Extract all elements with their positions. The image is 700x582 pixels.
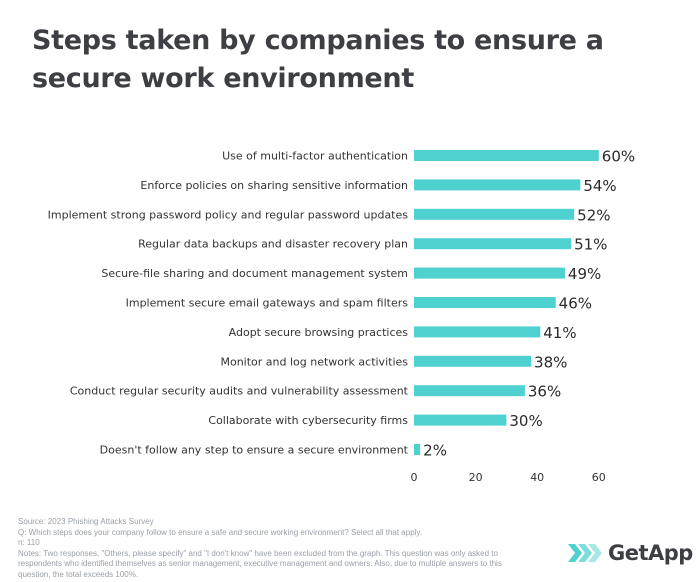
getapp-chevron-icon	[568, 544, 602, 562]
value-label: 46%	[559, 295, 592, 313]
category-label: Monitor and log network activities	[220, 355, 408, 368]
question-note: Q: Which steps does your company follow …	[18, 527, 423, 537]
category-label: Adopt secure browsing practices	[229, 326, 409, 339]
value-label: 49%	[568, 265, 601, 283]
x-tick-label: 40	[530, 471, 544, 484]
getapp-logo: GetApp	[568, 540, 693, 566]
category-label: Enforce policies on sharing sensitive in…	[140, 179, 408, 192]
x-tick-label: 60	[592, 471, 606, 484]
category-label: Implement strong password policy and reg…	[48, 208, 409, 221]
value-label: 38%	[534, 353, 567, 371]
bar	[414, 326, 541, 338]
value-label: 36%	[528, 383, 561, 401]
category-label: Conduct regular security audits and vuln…	[70, 385, 409, 398]
bar	[414, 385, 525, 397]
x-tick-label: 20	[469, 471, 483, 484]
getapp-logo-text: GetApp	[608, 541, 693, 565]
value-label: 41%	[543, 324, 576, 342]
value-label: 2%	[423, 442, 447, 460]
category-label: Regular data backups and disaster recove…	[138, 238, 408, 251]
category-label: Implement secure email gateways and spam…	[126, 297, 409, 310]
bar	[414, 179, 581, 191]
bar	[414, 414, 507, 426]
bar	[414, 208, 575, 220]
value-label: 30%	[509, 412, 542, 430]
notes-text: Notes: Two responses, "Others, please sp…	[18, 548, 502, 579]
bar	[414, 444, 421, 455]
category-label: Doesn't follow any step to ensure a secu…	[100, 444, 409, 457]
value-label: 52%	[577, 206, 610, 224]
bar	[414, 355, 532, 367]
category-label: Secure-file sharing and document managem…	[101, 267, 408, 280]
x-tick-label: 0	[411, 471, 418, 484]
sample-size-note: n: 110	[18, 538, 40, 548]
value-label: 60%	[602, 148, 635, 166]
chart-title: Steps taken by companies to ensure a sec…	[32, 25, 604, 94]
category-label: Collaborate with cybersecurity firms	[208, 414, 408, 427]
value-label: 54%	[583, 177, 616, 195]
bar	[414, 267, 565, 279]
value-label: 51%	[574, 236, 607, 254]
bar	[414, 150, 599, 161]
bar	[414, 297, 556, 308]
source-note: Source: 2023 Phishing Attacks Survey	[18, 517, 154, 526]
category-label: Use of multi-factor authentication	[222, 150, 408, 163]
bar	[414, 238, 572, 250]
bar-chart: Use of multi-factor authentication 60% Enf…	[48, 148, 636, 485]
chart-footer: Source: 2023 Phishing Attacks Survey Q: …	[18, 517, 528, 581]
